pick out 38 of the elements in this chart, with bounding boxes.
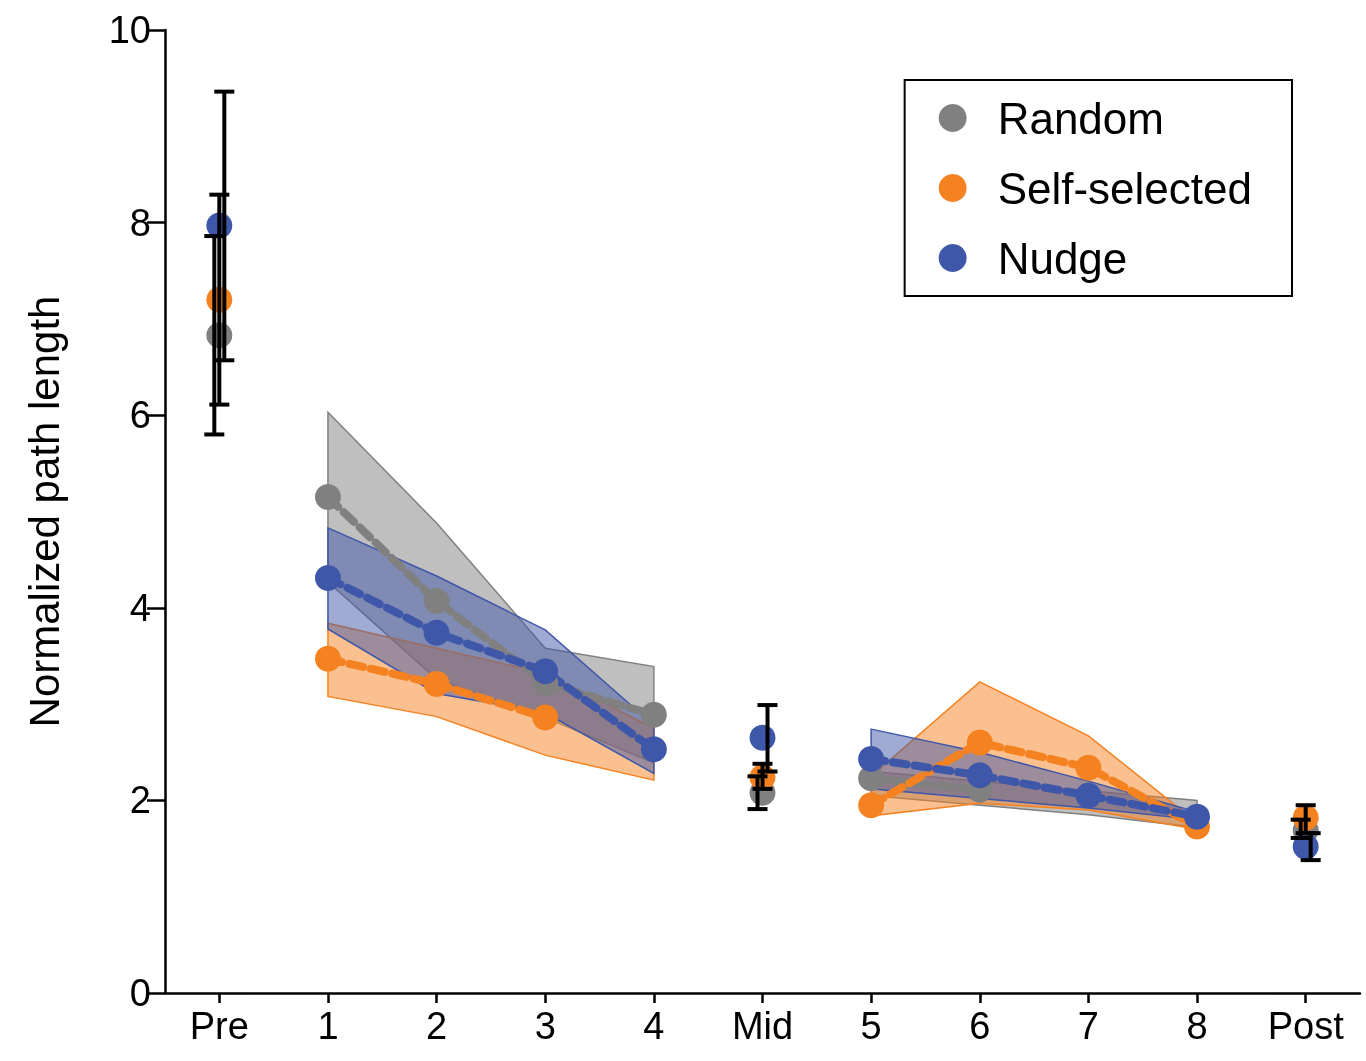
- point: [640, 701, 667, 728]
- point: [1184, 803, 1211, 830]
- x-tick-label: 5: [860, 1005, 882, 1047]
- y-tick-label: 10: [108, 9, 151, 51]
- legend-label: Nudge: [997, 233, 1128, 283]
- point: [966, 762, 993, 789]
- point: [314, 564, 341, 591]
- point: [423, 588, 450, 615]
- x-tick-label: 7: [1077, 1005, 1099, 1047]
- point: [1075, 754, 1102, 781]
- point: [858, 746, 885, 772]
- y-tick-label: 4: [129, 586, 151, 629]
- x-tick-label: 3: [534, 1005, 556, 1047]
- x-tick-label: 2: [426, 1005, 448, 1047]
- point: [423, 670, 450, 697]
- y-tick-label: 8: [129, 201, 151, 244]
- point: [314, 484, 341, 511]
- point: [1075, 782, 1102, 809]
- y-axis-title: Normalized path length: [20, 295, 68, 728]
- y-tick-label: 0: [129, 972, 151, 1014]
- x-tick-label: 8: [1186, 1005, 1208, 1047]
- x-tick-label: Post: [1267, 1005, 1345, 1047]
- x-tick-label: Mid: [731, 1005, 794, 1047]
- point: [423, 619, 450, 646]
- x-tick-label: 1: [317, 1005, 339, 1047]
- point: [532, 704, 559, 731]
- point: [314, 645, 341, 672]
- point: [966, 729, 993, 756]
- x-tick-label: 4: [643, 1005, 665, 1047]
- legend-label: Self-selected: [997, 163, 1253, 213]
- point: [858, 792, 885, 819]
- x-tick-label: Pre: [189, 1005, 249, 1047]
- y-tick-label: 6: [129, 394, 151, 437]
- legend-label: Random: [997, 93, 1164, 143]
- y-tick-label: 2: [129, 779, 151, 822]
- point: [532, 658, 559, 685]
- point: [640, 736, 667, 763]
- x-tick-label: 6: [969, 1005, 991, 1047]
